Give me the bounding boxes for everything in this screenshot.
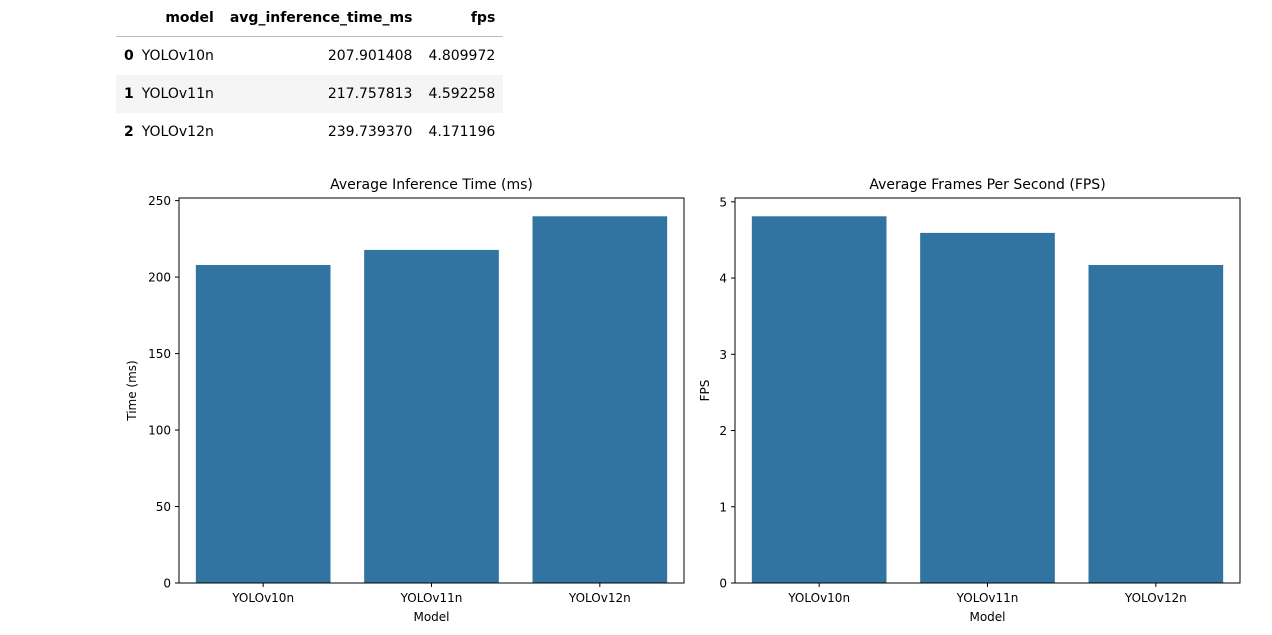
row-index: 0: [124, 48, 134, 64]
table-row: 1 YOLOv11n 217.757813 4.592258: [116, 75, 504, 113]
table-row: 0 YOLOv10n 207.901408 4.809972: [116, 37, 503, 76]
y-tick-label: 1: [719, 500, 727, 514]
y-tick-label: 4: [719, 272, 727, 286]
x-tick-label: YOLOv12n: [1124, 591, 1187, 605]
chart-title: Average Inference Time (ms): [330, 177, 533, 193]
y-tick-label: 5: [719, 195, 727, 209]
y-tick-label: 50: [156, 500, 171, 514]
bar: [1088, 264, 1224, 583]
y-tick-label: 0: [163, 577, 171, 591]
bar: [751, 216, 887, 583]
y-tick-label: 3: [719, 348, 727, 362]
plot-frame: [178, 197, 685, 584]
inference-time-cell: 239.739370: [327, 124, 413, 140]
x-tick-label: YOLOv10n: [787, 591, 850, 605]
index-header: [116, 0, 142, 37]
y-axis-label: Time (ms): [125, 360, 139, 422]
y-tick-label: 250: [148, 194, 171, 208]
x-tick-label: YOLOv12n: [568, 591, 631, 605]
model-cell: YOLOv12n: [141, 124, 214, 140]
y-tick-label: 200: [148, 271, 171, 285]
avg-inference-time-header: avg_inference_time_ms: [221, 0, 421, 37]
fps-cell: 4.809972: [428, 48, 496, 64]
table-header-row: model avg_inference_time_ms fps: [116, 0, 504, 37]
model-cell: YOLOv10n: [141, 48, 214, 64]
table-row: 2 YOLOv12n 239.739370 4.171196: [116, 113, 503, 151]
y-tick-label: 100: [148, 424, 171, 438]
y-axis-label: FPS: [698, 380, 712, 402]
x-tick-label: YOLOv10n: [231, 591, 294, 605]
x-tick-label: YOLOv11n: [956, 591, 1019, 605]
model-cell: YOLOv11n: [141, 86, 214, 102]
fps-cell: 4.171196: [428, 124, 496, 140]
fps-header: fps: [420, 0, 504, 37]
inference-time-cell: 217.757813: [327, 86, 413, 102]
x-tick-label: YOLOv11n: [400, 591, 463, 605]
chart-title: Average Frames Per Second (FPS): [869, 177, 1105, 193]
fps-cell: 4.592258: [428, 86, 496, 102]
inference-time-cell: 207.901408: [327, 48, 413, 64]
bar: [195, 264, 331, 583]
y-tick-label: 0: [719, 577, 727, 591]
plot-frame: [734, 197, 1241, 584]
bar: [532, 216, 668, 583]
bar: [364, 249, 499, 584]
model-header: model: [141, 0, 222, 37]
y-tick-label: 150: [148, 347, 171, 361]
row-index: 1: [124, 86, 134, 102]
row-index: 2: [124, 124, 134, 140]
bar: [920, 232, 1055, 583]
x-axis-label: Model: [413, 610, 449, 624]
y-tick-label: 2: [719, 424, 727, 438]
results-dataframe: model avg_inference_time_ms fps 0 YOLOv1…: [116, 0, 504, 151]
x-axis-label: Model: [969, 610, 1005, 624]
